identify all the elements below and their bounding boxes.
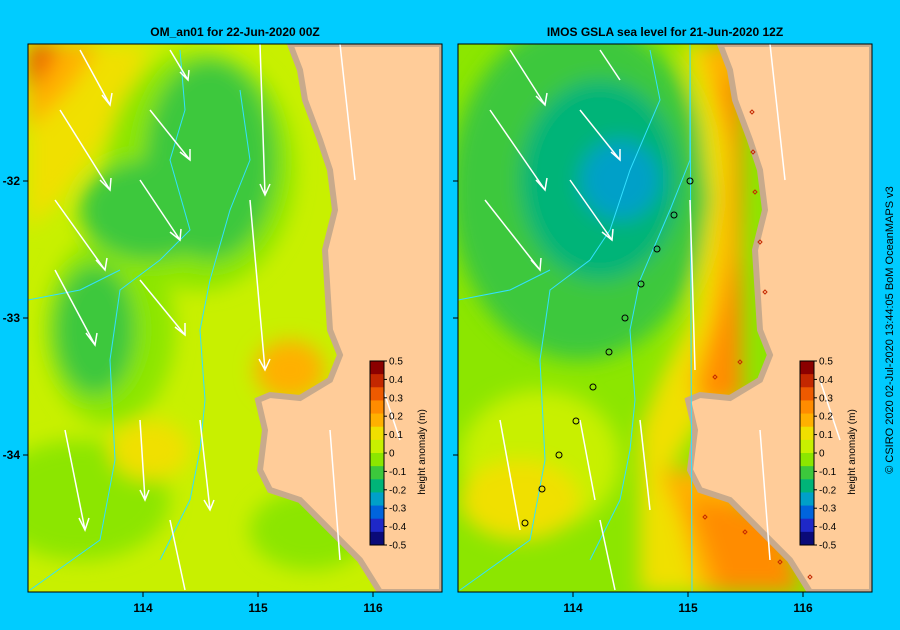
colorbar-swatch (370, 361, 384, 375)
left-map: 114 115 116 -32 -33 -34 (3, 43, 443, 615)
y-tick-label: -34 (3, 448, 21, 462)
y-tick-label: -32 (3, 174, 21, 188)
colorbar-swatch (800, 374, 814, 388)
right-colorbar-label: height anomaly (m) (847, 409, 858, 495)
colorbar-swatch (800, 413, 814, 428)
right-coastal-markers (702, 109, 813, 580)
colorbar-tick-label: 0.3 (819, 393, 833, 404)
colorbar-tick-label: -0.1 (819, 467, 837, 478)
x-tick-label: 115 (678, 601, 698, 615)
colorbar-swatch (370, 531, 384, 546)
x-tick-label: 114 (133, 601, 153, 615)
colorbar-tick-label: -0.2 (819, 485, 837, 496)
colorbar-swatch (800, 466, 814, 480)
colorbar-tick-label: -0.1 (389, 467, 407, 478)
x-tick-label: 116 (363, 601, 383, 615)
colorbar-swatch (370, 479, 384, 493)
colorbar-tick-label: 0 (819, 449, 825, 460)
colorbar-swatch (370, 518, 384, 533)
colorbar-swatch (370, 453, 384, 467)
colorbar-swatch (370, 426, 384, 441)
left-panel-title: OM_an01 for 22-Jun-2020 00Z (150, 25, 319, 39)
colorbar-tick-label: -0.5 (819, 541, 837, 552)
right-tracks (458, 44, 693, 592)
left-axis-ticks: 114 115 116 -32 -33 -34 (3, 174, 383, 615)
colorbar-tick-label: 0.2 (819, 412, 833, 423)
colorbar-swatch (800, 387, 814, 401)
colorbar-tick-label: 0.4 (389, 375, 403, 386)
credit-text: © CSIRO 2020 02-Jul-2020 13:44:05 BoM Oc… (884, 186, 896, 474)
colorbar-tick-label: 0.5 (389, 357, 403, 368)
left-colorbar: 0.5 0.4 0.3 0.2 0.1 0 -0.1 -0.2 -0.3 -0.4 -0.5 (369, 357, 407, 552)
x-tick-label: 115 (248, 601, 268, 615)
colorbar-swatch (800, 505, 814, 520)
colorbar-swatch (800, 531, 814, 546)
x-tick-label: 114 (563, 601, 583, 615)
colorbar-swatch (370, 439, 384, 454)
left-map-field (28, 44, 442, 592)
left-tracks (28, 49, 251, 591)
colorbar-tick-label: 0.4 (819, 375, 833, 386)
colorbar-swatch (800, 361, 814, 375)
colorbar-tick-label: 0.1 (389, 430, 403, 441)
colorbar-tick-label: -0.4 (389, 522, 407, 533)
x-tick-label: 116 (793, 601, 813, 615)
colorbar-tick-label: 0 (389, 449, 395, 460)
colorbar-swatch (370, 387, 384, 401)
colorbar-tick-label: 0.3 (389, 393, 403, 404)
colorbar-swatch (370, 505, 384, 520)
colorbar-tick-label: 0.2 (389, 412, 403, 423)
right-axis-ticks: 114 115 116 (453, 180, 813, 615)
colorbar-swatch (800, 400, 814, 415)
colorbar-swatch (370, 413, 384, 428)
colorbar-tick-label: 0.5 (819, 357, 833, 368)
right-map-field (458, 44, 872, 592)
left-current-arrows (54, 44, 401, 591)
colorbar-tick-label: 0.1 (819, 430, 833, 441)
colorbar-tick-label: -0.3 (819, 504, 837, 515)
left-land (254, 44, 442, 592)
left-colorbar-label: height anomaly (m) (417, 409, 428, 495)
colorbar-tick-label: -0.5 (389, 541, 407, 552)
colorbar-swatch (370, 492, 384, 507)
right-map: 114 115 116 (453, 43, 873, 615)
y-tick-label: -33 (3, 311, 21, 325)
colorbar-swatch (800, 453, 814, 467)
right-altimeter-points (521, 177, 694, 527)
colorbar-swatch (800, 492, 814, 507)
colorbar-tick-label: -0.2 (389, 485, 407, 496)
colorbar-swatch (370, 466, 384, 480)
colorbar-tick-label: -0.4 (819, 522, 837, 533)
right-current-arrows (484, 44, 841, 591)
colorbar-swatch (800, 518, 814, 533)
colorbar-swatch (800, 426, 814, 441)
colorbar-swatch (370, 374, 384, 388)
right-colorbar: 0.5 0.4 0.3 0.2 0.1 0 -0.1 -0.2 -0.3 -0.4 -0.5 (799, 357, 837, 552)
right-land (684, 44, 872, 592)
colorbar-tick-label: -0.3 (389, 504, 407, 515)
colorbar-swatch (370, 400, 384, 415)
right-panel-title: IMOS GSLA sea level for 21-Jun-2020 12Z (547, 25, 783, 39)
colorbar-swatch (800, 439, 814, 454)
colorbar-swatch (800, 479, 814, 493)
